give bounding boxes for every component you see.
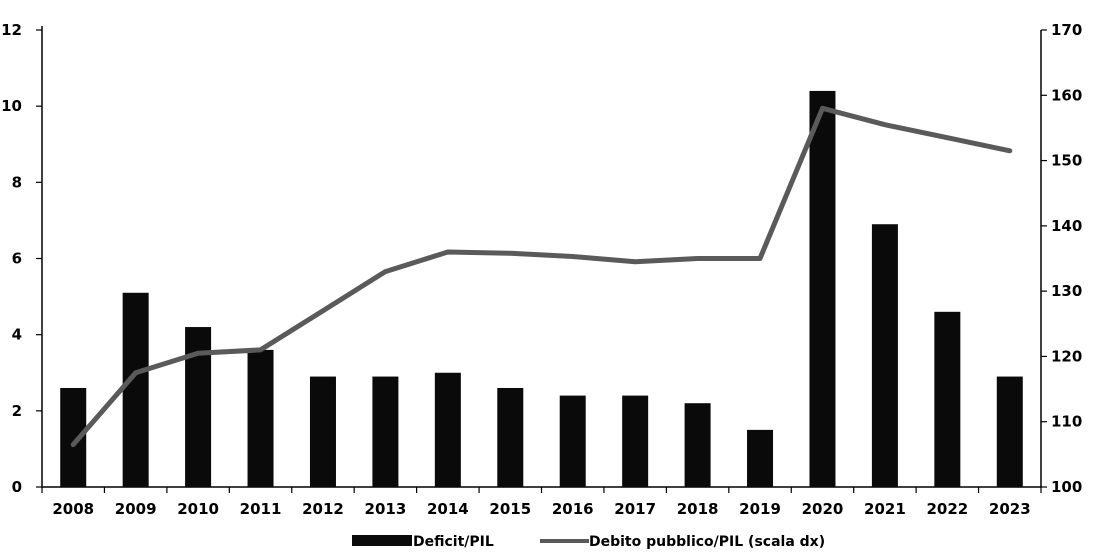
left-tick-label: 0 bbox=[12, 478, 22, 496]
x-tick-label: 2016 bbox=[552, 500, 594, 518]
x-tick-label: 2013 bbox=[365, 500, 407, 518]
deficit-bar bbox=[996, 376, 1023, 487]
x-tick-label: 2023 bbox=[989, 500, 1031, 518]
legend: Deficit/PIL Debito pubblico/PIL (scala d… bbox=[352, 534, 825, 550]
debt-point bbox=[633, 260, 637, 264]
debt-point bbox=[71, 443, 75, 447]
debt-point bbox=[571, 255, 575, 259]
x-tick-label: 2014 bbox=[427, 500, 469, 518]
deficit-bar bbox=[372, 376, 399, 487]
right-tick-label: 120 bbox=[1051, 347, 1082, 365]
debt-point bbox=[196, 351, 200, 355]
right-tick-label: 160 bbox=[1051, 86, 1082, 104]
deficit-bar bbox=[434, 372, 461, 487]
right-tick-label: 170 bbox=[1051, 21, 1082, 39]
debt-point bbox=[1008, 149, 1012, 153]
deficit-bars bbox=[60, 90, 1023, 487]
deficit-bar bbox=[309, 376, 336, 487]
left-tick-label: 12 bbox=[1, 21, 22, 39]
legend-label-debt: Debito pubblico/PIL (scala dx) bbox=[589, 534, 825, 550]
deficit-bar bbox=[559, 395, 586, 487]
left-tick-label: 4 bbox=[12, 326, 22, 344]
deficit-bar bbox=[684, 403, 711, 487]
left-tick-label: 8 bbox=[12, 173, 22, 191]
x-tick-label: 2009 bbox=[115, 500, 157, 518]
x-tick-label: 2010 bbox=[177, 500, 219, 518]
debt-point bbox=[321, 309, 325, 313]
x-tick-label: 2017 bbox=[614, 500, 656, 518]
deficit-bar bbox=[497, 387, 524, 487]
debt-point bbox=[820, 106, 824, 110]
right-tick-label: 140 bbox=[1051, 217, 1082, 235]
debt-point bbox=[446, 250, 450, 254]
left-tick-label: 6 bbox=[12, 250, 22, 268]
deficit-bar bbox=[934, 311, 961, 487]
debt-line bbox=[70, 105, 1013, 448]
x-tick-label: 2008 bbox=[52, 500, 94, 518]
deficit-bar bbox=[622, 395, 649, 487]
left-tick-label: 2 bbox=[12, 402, 22, 420]
tick-labels: 0 2 4 6 8 10 12 100 110 120 130 140 150 160 170 2008 200… bbox=[1, 21, 1082, 518]
debt-point bbox=[758, 257, 762, 260]
debt-series-line bbox=[70, 105, 1013, 448]
right-tick-label: 100 bbox=[1051, 478, 1082, 496]
right-tick-label: 130 bbox=[1051, 282, 1082, 300]
x-tick-label: 2015 bbox=[489, 500, 531, 518]
deficit-bar bbox=[247, 349, 274, 487]
x-tick-label: 2018 bbox=[677, 500, 719, 518]
deficit-bar bbox=[809, 90, 836, 487]
deficit-bar bbox=[747, 429, 774, 487]
x-tick-label: 2021 bbox=[864, 500, 906, 518]
x-tick-label: 2019 bbox=[739, 500, 781, 518]
x-tick-label: 2020 bbox=[802, 500, 844, 518]
debt-point bbox=[134, 371, 138, 375]
x-tick-label: 2011 bbox=[240, 500, 282, 518]
legend-label-deficit: Deficit/PIL bbox=[413, 534, 494, 550]
left-tick-label: 10 bbox=[1, 97, 22, 115]
debt-point bbox=[696, 257, 700, 260]
debt-point bbox=[508, 251, 512, 255]
deficit-bar bbox=[122, 292, 149, 487]
debt-point bbox=[259, 348, 263, 352]
debt-point bbox=[883, 123, 887, 127]
debt-point bbox=[945, 136, 949, 140]
debt-point bbox=[383, 270, 387, 274]
right-tick-label: 150 bbox=[1051, 152, 1082, 170]
x-tick-label: 2012 bbox=[302, 500, 344, 518]
deficit-bar bbox=[871, 224, 898, 487]
x-tick-label: 2022 bbox=[926, 500, 968, 518]
legend-swatch-deficit bbox=[352, 535, 412, 546]
right-tick-label: 110 bbox=[1051, 413, 1082, 431]
